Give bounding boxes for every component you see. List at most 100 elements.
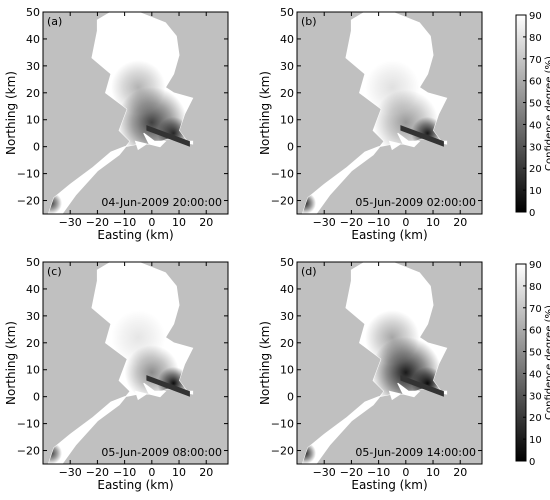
y-tick-label: 10 <box>280 364 294 377</box>
colorbar-tick-label: 60 <box>529 77 542 88</box>
x-tick-label: 20 <box>453 216 467 229</box>
panel-label: (b) <box>301 15 317 28</box>
colorbar-tick-label: 30 <box>529 142 542 153</box>
x-tick-label: −30 <box>313 216 336 229</box>
panel-label: (a) <box>47 15 62 28</box>
colorbar-tick-label: 70 <box>529 304 542 315</box>
y-tick-label: 50 <box>26 6 40 19</box>
panel-1: −30 −20 −10 0 10 20 −20 −10 0 10 20 30 40 50 Easting (… <box>258 6 483 242</box>
timestamp-label: 04-Jun-2009 20:00:00 <box>101 196 222 209</box>
y-axis-label: Northing (km) <box>4 321 18 405</box>
y-tick-label: 40 <box>26 33 40 46</box>
y-tick-label: 30 <box>280 310 294 323</box>
y-tick-label: −20 <box>17 445 40 458</box>
y-tick-label: 0 <box>287 391 294 404</box>
panel-0: −30 −20 −10 0 10 20 −20 −10 0 10 20 30 40 50 Easting (… <box>4 6 229 242</box>
colorbar-tick-label: 60 <box>529 326 542 337</box>
timestamp-label: 05-Jun-2009 08:00:00 <box>101 446 222 459</box>
y-tick-label: 0 <box>33 391 40 404</box>
x-tick-label: 10 <box>426 216 440 229</box>
panel-label: (d) <box>301 265 317 278</box>
island <box>397 132 421 148</box>
x-tick-label: 20 <box>199 466 213 479</box>
x-tick-label: −20 <box>86 466 109 479</box>
x-tick-label: 0 <box>148 216 155 229</box>
y-tick-label: 20 <box>280 87 294 100</box>
y-tick-label: 0 <box>287 141 294 154</box>
timestamp-label: 05-Jun-2009 14:00:00 <box>355 446 476 459</box>
y-tick-label: 50 <box>26 256 40 269</box>
x-tick-label: 20 <box>453 466 467 479</box>
colorbar-tick-label: 10 <box>529 186 542 197</box>
colorbar-tick-label: 70 <box>529 55 542 66</box>
panel-label: (c) <box>47 265 62 278</box>
y-tick-label: −10 <box>271 418 294 431</box>
x-tick-label: −10 <box>367 466 390 479</box>
colorbar-tick-label: 40 <box>529 369 542 380</box>
colorbar-tick-label: 40 <box>529 120 542 131</box>
x-tick-label: 10 <box>172 216 186 229</box>
island <box>388 390 402 401</box>
y-axis-label: Northing (km) <box>258 321 272 405</box>
water-body <box>97 275 114 289</box>
channel <box>400 375 444 397</box>
colorbar-tick-label: 80 <box>529 282 542 293</box>
x-axis-label: Easting (km) <box>351 228 427 242</box>
colorbar-0: 0 10 20 30 40 50 60 70 80 90 Confidence degree (%) <box>515 11 550 219</box>
y-tick-label: 40 <box>280 33 294 46</box>
panel-2: −30 −20 −10 0 10 20 −20 −10 0 10 20 30 40 50 Easting (… <box>4 256 229 492</box>
x-tick-label: 10 <box>172 466 186 479</box>
x-tick-label: −30 <box>313 466 336 479</box>
plot-frame <box>296 261 483 465</box>
island <box>397 382 421 398</box>
island <box>143 132 167 148</box>
colorbar-tick-label: 10 <box>529 435 542 446</box>
y-tick-label: −10 <box>17 418 40 431</box>
x-tick-label: −30 <box>59 466 82 479</box>
x-tick-label: −20 <box>340 466 363 479</box>
island <box>134 140 148 151</box>
y-axis-label: Northing (km) <box>258 71 272 155</box>
confidence-blob <box>365 60 420 115</box>
confidence-blob <box>111 310 166 365</box>
plot-frame <box>296 11 483 215</box>
colorbar-1: 0 10 20 30 40 50 60 70 80 90 Confidence degree (%) <box>515 260 550 468</box>
colorbar-tick-label: 30 <box>529 391 542 402</box>
y-tick-label: 0 <box>33 141 40 154</box>
colorbar-tick-label: 90 <box>529 260 542 271</box>
colorbar-tick-label: 50 <box>529 348 542 359</box>
y-tick-label: −20 <box>17 195 40 208</box>
timestamp-label: 05-Jun-2009 02:00:00 <box>355 196 476 209</box>
colorbar-tick-label: 0 <box>529 457 535 468</box>
y-tick-label: 30 <box>26 60 40 73</box>
colorbar-tick-label: 90 <box>529 11 542 22</box>
y-tick-label: 20 <box>26 337 40 350</box>
colorbar-gradient <box>515 14 527 213</box>
confidence-blob <box>111 60 166 115</box>
colorbar-gradient <box>515 263 527 462</box>
x-tick-label: −20 <box>86 216 109 229</box>
x-tick-label: −30 <box>59 216 82 229</box>
y-tick-label: 30 <box>280 60 294 73</box>
x-axis-label: Easting (km) <box>97 478 173 492</box>
plot-frame <box>42 261 229 465</box>
water-body <box>351 275 368 289</box>
plot-frame <box>42 11 229 215</box>
x-tick-label: 0 <box>148 466 155 479</box>
y-tick-label: 40 <box>26 283 40 296</box>
y-tick-label: 30 <box>26 310 40 323</box>
colorbar-tick-label: 80 <box>529 33 542 44</box>
y-tick-label: −10 <box>17 168 40 181</box>
confidence-blob <box>365 310 420 365</box>
y-tick-label: −20 <box>271 445 294 458</box>
y-axis-label: Northing (km) <box>4 71 18 155</box>
y-tick-label: 10 <box>280 114 294 127</box>
x-tick-label: −10 <box>113 216 136 229</box>
colorbar-tick-label: 0 <box>529 208 535 219</box>
x-axis-label: Easting (km) <box>97 228 173 242</box>
colorbar-label: Confidence degree (%) <box>544 56 550 171</box>
panel-3: −30 −20 −10 0 10 20 −20 −10 0 10 20 30 40 50 Easting (… <box>258 256 483 492</box>
x-tick-label: 20 <box>199 216 213 229</box>
colorbar-tick-label: 20 <box>529 164 542 175</box>
y-tick-label: 50 <box>280 256 294 269</box>
